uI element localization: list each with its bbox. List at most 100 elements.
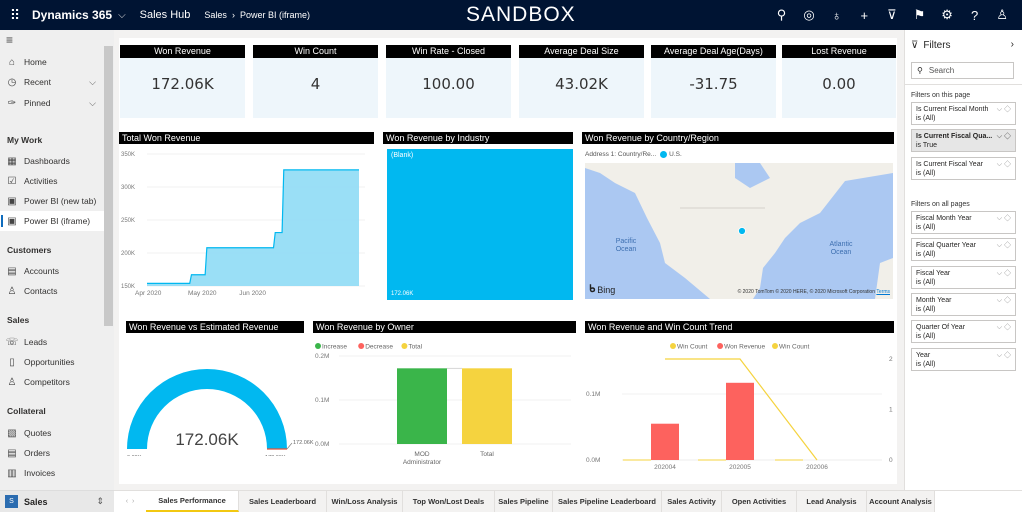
filter-card[interactable]: Is Current Fiscal Month is (All) ⌵ ◇ bbox=[911, 102, 1016, 125]
sidebar-item-invoices[interactable]: ▥ Invoices bbox=[0, 463, 104, 483]
page-tab[interactable]: Lead Analysis bbox=[797, 491, 867, 512]
eraser-icon[interactable]: ◇ bbox=[1004, 296, 1011, 304]
user-icon[interactable]: ♙ bbox=[996, 7, 1009, 22]
eraser-icon[interactable]: ◇ bbox=[1004, 133, 1011, 141]
filter-card[interactable]: Fiscal Month Year is (All) ⌵ ◇ bbox=[911, 211, 1016, 234]
chevron-down-icon[interactable]: ⌵ bbox=[996, 133, 1003, 141]
top-navigation-bar: ⠿ Dynamics 365 ⌵ Sales Hub Sales › Power… bbox=[0, 0, 1022, 30]
sidebar-item-pinned[interactable]: ✑ Pinned ⌵ bbox=[0, 93, 104, 113]
x-tick-label: Total bbox=[480, 451, 494, 458]
chevron-down-icon[interactable]: ⌵ bbox=[996, 215, 1003, 222]
total-won-revenue-chart[interactable]: 150K 200K 250K 300K 350K Apr 2020 May 2020 Jun … bbox=[119, 146, 374, 301]
eraser-icon[interactable]: ◇ bbox=[1004, 351, 1011, 359]
collapse-filters-icon[interactable]: › bbox=[1010, 39, 1014, 50]
kpi-card-win-rate[interactable]: Win Rate - Closed 100.00 bbox=[386, 45, 511, 118]
sidebar-item-powerbi-iframe[interactable]: ▣ Power BI (iframe) bbox=[0, 211, 104, 231]
tab-scroll-arrows[interactable]: ‹ › bbox=[114, 491, 146, 512]
page-tab[interactable]: Sales Pipeline bbox=[495, 491, 553, 512]
page-tab[interactable]: Sales Pipeline Leaderboard bbox=[553, 491, 662, 512]
map-terms-link[interactable]: Terms bbox=[876, 289, 890, 295]
filter-icon[interactable]: ⊽ bbox=[887, 7, 897, 22]
chevron-down-icon[interactable]: ⌵ bbox=[118, 9, 126, 21]
task-icon[interactable]: ◎ bbox=[803, 7, 815, 22]
filters-all-section: Filters on all pages bbox=[911, 201, 970, 208]
chevron-down-icon[interactable]: ⌵ bbox=[996, 351, 1003, 359]
filter-card[interactable]: Is Current Fiscal Qua... is True ⌵ ◇ bbox=[911, 129, 1016, 153]
chevron-down-icon[interactable]: ⌵ bbox=[89, 76, 96, 87]
kpi-card-lost-revenue[interactable]: Lost Revenue 0.00 bbox=[782, 45, 896, 118]
chevron-down-icon[interactable]: ⌵ bbox=[996, 160, 1003, 168]
legend-marker bbox=[315, 343, 321, 349]
sidebar-item-powerbi-newtab[interactable]: ▣ Power BI (new tab) bbox=[0, 191, 104, 211]
sidebar-item-dashboards[interactable]: ▦ Dashboards bbox=[0, 151, 104, 171]
filters-search-input[interactable]: ⚲ Search bbox=[911, 62, 1014, 79]
page-tab[interactable]: Sales Performance bbox=[146, 491, 239, 512]
kpi-card-avg-deal-size[interactable]: Average Deal Size 43.02K bbox=[519, 45, 644, 118]
map-point-us[interactable] bbox=[738, 227, 746, 235]
filter-card[interactable]: Fiscal Year is (All) ⌵ ◇ bbox=[911, 265, 1016, 289]
kpi-card-win-count[interactable]: Win Count 4 bbox=[253, 45, 378, 118]
eraser-icon[interactable]: ◇ bbox=[1004, 160, 1011, 168]
plus-icon[interactable]: + bbox=[860, 7, 869, 23]
sidebar-item-competitors[interactable]: ♙ Competitors bbox=[0, 372, 104, 392]
page-tab[interactable]: Sales Activity bbox=[662, 491, 722, 512]
breadcrumb-sales[interactable]: Sales bbox=[204, 10, 227, 20]
help-icon[interactable]: ? bbox=[970, 7, 979, 23]
app-launcher-icon[interactable]: ⠿ bbox=[9, 6, 21, 23]
eraser-icon[interactable]: ◇ bbox=[1004, 215, 1011, 222]
sidebar-item-accounts[interactable]: ▤ Accounts bbox=[0, 261, 104, 281]
kpi-card-won-revenue[interactable]: Won Revenue 172.06K bbox=[120, 45, 245, 118]
sidebar-item-activities[interactable]: ☑ Activities bbox=[0, 171, 104, 191]
page-tab[interactable]: Open Activities bbox=[722, 491, 797, 512]
assistant-icon[interactable]: ⚑ bbox=[913, 7, 926, 22]
filter-card[interactable]: Month Year is (All) ⌵ ◇ bbox=[911, 292, 1016, 316]
won-vs-estimated-gauge[interactable]: 172.06K 0.00K 172.06K 172.06K bbox=[119, 336, 314, 456]
page-tab[interactable]: Sales Leaderboard bbox=[239, 491, 327, 512]
lightbulb-icon[interactable]: ♁ bbox=[831, 7, 842, 23]
chevron-down-icon[interactable]: ⌵ bbox=[996, 269, 1003, 277]
sidebar-item-home[interactable]: ⌂ Home bbox=[0, 52, 104, 72]
search-icon[interactable]: ⚲ bbox=[776, 7, 787, 22]
app-name[interactable]: Dynamics 365 bbox=[32, 8, 113, 22]
filter-card[interactable]: Fiscal Quarter Year is (All) ⌵ ◇ bbox=[911, 238, 1016, 262]
hub-name[interactable]: Sales Hub bbox=[139, 9, 191, 21]
chevron-down-icon[interactable]: ⌵ bbox=[996, 106, 1003, 113]
chevron-down-icon[interactable]: ⌵ bbox=[996, 296, 1003, 304]
sidebar-item-contacts[interactable]: ♙ Contacts bbox=[0, 281, 104, 301]
page-tab[interactable]: Win/Loss Analysis bbox=[327, 491, 403, 512]
chevron-updown-icon[interactable]: ⇕ bbox=[96, 496, 104, 506]
kpi-card-avg-deal-age[interactable]: Average Deal Age(Days) -31.75 bbox=[651, 45, 776, 118]
area-switcher[interactable]: S Sales ⇕ bbox=[0, 490, 114, 512]
sidebar-item-orders[interactable]: ▤ Orders bbox=[0, 443, 104, 463]
hamburger-menu-icon[interactable]: ≡ bbox=[6, 33, 14, 47]
filter-card[interactable]: Is Current Fiscal Year is (All) ⌵ ◇ bbox=[911, 156, 1016, 180]
map-view[interactable]: Pacific Ocean Atlantic Ocean ᑲ Bing © 202… bbox=[585, 163, 893, 299]
eraser-icon[interactable]: ◇ bbox=[1004, 242, 1011, 250]
quote-icon: ▧ bbox=[7, 427, 17, 439]
chevron-down-icon[interactable]: ⌵ bbox=[996, 242, 1003, 250]
treemap-tile-blank[interactable]: (Blank) 172.06K bbox=[387, 149, 573, 300]
sidebar-scrollbar[interactable] bbox=[104, 46, 113, 326]
gear-icon[interactable]: ⚙ bbox=[941, 7, 953, 22]
visual-title-trend: Won Revenue and Win Count Trend bbox=[585, 321, 894, 333]
filter-card[interactable]: Year is (All) ⌵ ◇ bbox=[911, 347, 1016, 371]
eraser-icon[interactable]: ◇ bbox=[1004, 106, 1011, 113]
eraser-icon[interactable]: ◇ bbox=[1004, 269, 1011, 277]
filter-card[interactable]: Quarter Of Year is (All) ⌵ ◇ bbox=[911, 320, 1016, 344]
chevron-down-icon[interactable]: ⌵ bbox=[89, 97, 96, 108]
sidebar-item-opportunities[interactable]: ▯ Opportunities bbox=[0, 352, 104, 372]
page-tab[interactable]: Account Analysis bbox=[867, 491, 935, 512]
sidebar-item-quotes[interactable]: ▧ Quotes bbox=[0, 423, 104, 443]
won-revenue-trend-chart[interactable]: Win Count Won Revenue Win Count 0.0M 0.1M 0 1 2… bbox=[582, 336, 897, 476]
sidebar-item-recent[interactable]: ◷ Recent ⌵ bbox=[0, 72, 104, 92]
breadcrumb-current: Power BI (iframe) bbox=[239, 10, 310, 20]
sidebar-item-leads[interactable]: ☏ Leads bbox=[0, 332, 104, 352]
chevron-right-icon[interactable]: › bbox=[131, 498, 135, 505]
eraser-icon[interactable]: ◇ bbox=[1004, 324, 1011, 332]
filter-name: Year bbox=[916, 351, 931, 359]
chevron-left-icon[interactable]: ‹ bbox=[125, 498, 129, 505]
powerbi-report: Won Revenue 172.06K Win Count 4 Win Rate -… bbox=[114, 30, 904, 490]
page-tab[interactable]: Top Won/Lost Deals bbox=[403, 491, 495, 512]
won-revenue-by-owner-chart[interactable]: Increase Decrease Total 0.0M 0.1M 0.2M MODAdmi… bbox=[309, 336, 579, 476]
chevron-down-icon[interactable]: ⌵ bbox=[996, 324, 1003, 332]
